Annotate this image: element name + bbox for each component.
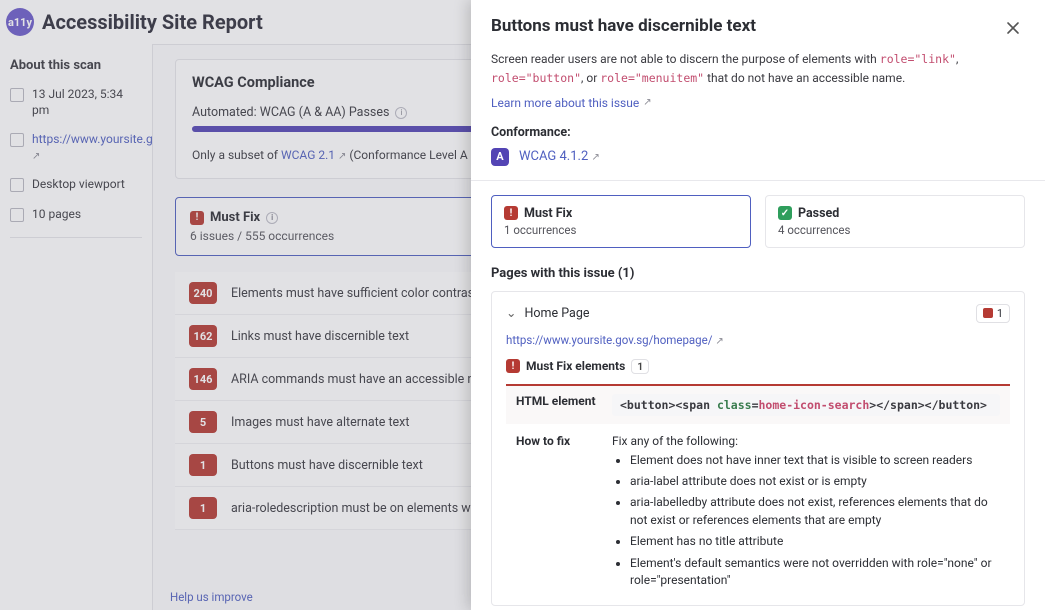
close-button[interactable] <box>1001 16 1025 40</box>
how-to-fix-label: How to fix <box>516 434 612 594</box>
page-issue-count: 1 <box>976 304 1010 323</box>
panel-tabs: !Must Fix 1 occurrences ✓Passed 4 occurr… <box>491 195 1025 248</box>
code-role-button: role="button" <box>491 71 581 85</box>
pages-section-title: Pages with this issue (1) <box>491 266 1025 281</box>
wcag-link[interactable]: WCAG 2.1 ↗ <box>281 148 346 162</box>
issue-count: 240 <box>189 282 217 304</box>
issue-text: Images must have alternate text <box>231 415 409 430</box>
sidebar-heading: About this scan <box>10 58 142 73</box>
must-fix-icon: ! <box>506 359 520 373</box>
close-icon <box>1005 20 1021 36</box>
issue-count: 1 <box>189 497 217 519</box>
meta-viewport: Desktop viewport <box>10 177 142 193</box>
external-icon: ↗ <box>592 152 600 163</box>
passed-icon: ✓ <box>778 206 792 220</box>
fix-list: Element does not have inner text that is… <box>612 452 1000 590</box>
info-icon[interactable]: i <box>266 212 278 224</box>
conformance-badge: A <box>491 148 509 166</box>
tab-passed[interactable]: ✓Passed 4 occurrences <box>765 195 1025 248</box>
meta-url[interactable]: https://www.yoursite.gov.sg/ ↗ <box>10 132 142 163</box>
external-icon: ↗ <box>643 97 651 108</box>
fix-item: Element does not have inner text that is… <box>630 452 1000 469</box>
meta-timestamp: 13 Jul 2023, 5:34 pm <box>10 87 142 118</box>
external-icon: ↗ <box>32 151 40 162</box>
meta-pages: 10 pages <box>10 207 142 223</box>
fix-item: aria-label attribute does not exist or i… <box>630 473 1000 490</box>
conformance-label: Conformance: <box>491 125 1025 140</box>
issue-text: ARIA commands must have an accessible na… <box>231 372 499 387</box>
conformance-link[interactable]: WCAG 4.1.2 ↗ <box>519 149 600 164</box>
must-fix-elements-count: 1 <box>631 359 649 374</box>
external-icon: ↗ <box>715 336 723 347</box>
code-role-link: role="link" <box>880 52 956 66</box>
page-name: Home Page <box>524 306 589 321</box>
tab-must-fix-sub: 1 occurrences <box>504 223 738 237</box>
element-detail: HTML element <button><span class=home-ic… <box>506 384 1010 594</box>
about-sidebar: About this scan 13 Jul 2023, 5:34 pm htt… <box>0 44 152 610</box>
page-header[interactable]: ⌄ Home Page 1 <box>506 304 1010 323</box>
issue-text: Buttons must have discernible text <box>231 458 423 473</box>
panel-desc: Screen reader users are not able to disc… <box>491 50 1025 88</box>
issue-text: Elements must have sufficient color cont… <box>231 286 478 301</box>
issue-count: 1 <box>189 454 217 476</box>
chevron-down-icon: ⌄ <box>506 305 516 321</box>
fix-item: Element has no title attribute <box>630 533 1000 550</box>
app-title: Accessibility Site Report <box>42 10 263 34</box>
monitor-icon <box>10 178 24 192</box>
link-icon <box>10 133 24 147</box>
panel-divider <box>471 180 1045 181</box>
code-role-menuitem: role="menuitem" <box>600 71 704 85</box>
html-element-label: HTML element <box>516 394 612 416</box>
tab-passed-sub: 4 occurrences <box>778 223 1012 237</box>
viewport-value: Desktop viewport <box>32 177 125 193</box>
fix-item: aria-labelledby attribute does not exist… <box>630 494 1000 529</box>
page-block: ⌄ Home Page 1 https://www.yoursite.gov.s… <box>491 291 1025 607</box>
issue-detail-panel: Buttons must have discernible text Scree… <box>471 0 1045 610</box>
issue-text: Links must have discernible text <box>231 329 409 344</box>
must-fix-icon: ! <box>504 206 518 220</box>
fix-item: Element's default semantics were not ove… <box>630 555 1000 590</box>
panel-title: Buttons must have discernible text <box>491 16 756 36</box>
html-snippet: <button><span class=home-icon-search></s… <box>612 394 1000 416</box>
how-to-fix-intro: Fix any of the following: <box>612 434 1000 448</box>
issue-count: 162 <box>189 325 217 347</box>
info-icon[interactable]: i <box>395 107 407 119</box>
help-link[interactable]: Help us improve <box>170 590 253 604</box>
learn-more-link[interactable]: Learn more about this issue ↗ <box>491 96 652 110</box>
must-fix-label: Must Fix <box>210 210 260 225</box>
timestamp-value: 13 Jul 2023, 5:34 pm <box>32 87 142 118</box>
calendar-icon <box>10 88 24 102</box>
sidebar-divider <box>10 237 142 238</box>
pages-value: 10 pages <box>32 207 81 223</box>
tab-must-fix[interactable]: !Must Fix 1 occurrences <box>491 195 751 248</box>
must-fix-elements-label: ! Must Fix elements 1 <box>506 359 1010 374</box>
must-fix-icon: ! <box>190 211 204 225</box>
must-fix-dot-icon <box>983 308 993 318</box>
issue-count: 5 <box>189 411 217 433</box>
pages-icon <box>10 208 24 222</box>
page-url-link[interactable]: https://www.yoursite.gov.sg/homepage/ ↗ <box>506 333 724 347</box>
app-logo: a11y <box>6 8 34 36</box>
issue-count: 146 <box>189 368 217 390</box>
